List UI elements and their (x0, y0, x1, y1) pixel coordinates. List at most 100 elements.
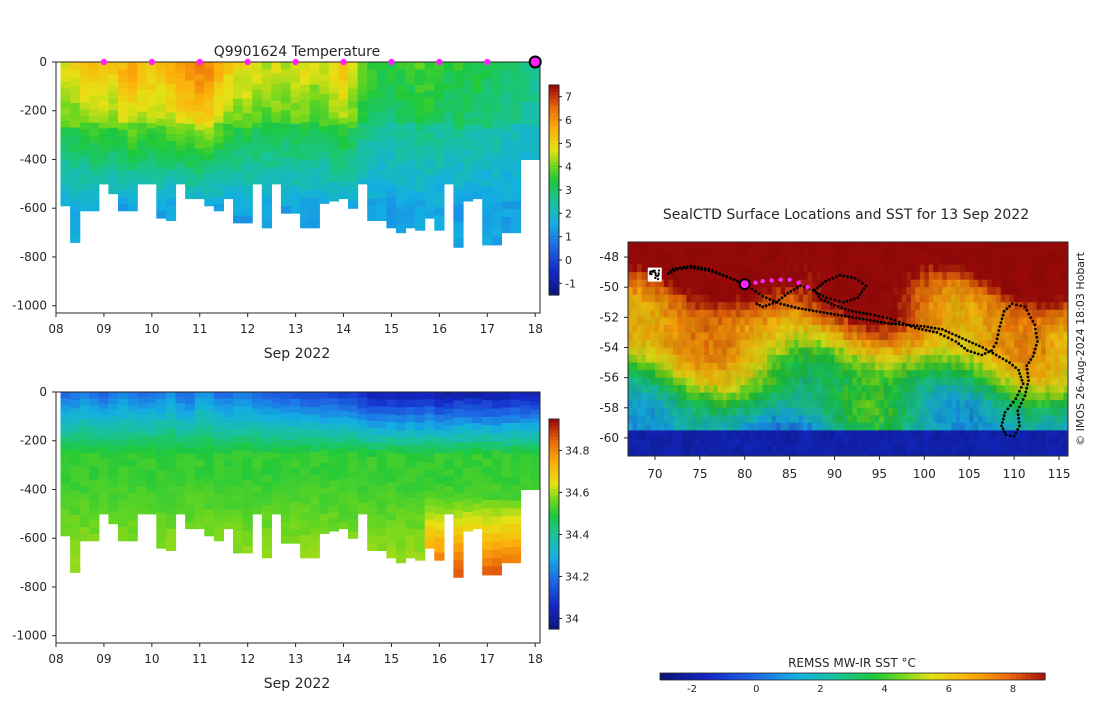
section-cell (338, 416, 349, 424)
section-cell (223, 497, 234, 505)
section-cell (309, 550, 320, 559)
section-cell (261, 69, 272, 78)
section-cell (386, 444, 397, 453)
section-cell (213, 203, 224, 212)
section-cell (453, 137, 464, 147)
section-cell (280, 89, 292, 97)
section-cell (300, 182, 311, 191)
section-cell (242, 164, 253, 173)
section-cell (261, 489, 272, 498)
section-cell (137, 464, 148, 471)
section-cell (386, 497, 397, 506)
section-cell (338, 460, 349, 467)
section-cell (386, 167, 397, 176)
section-cell (89, 62, 100, 70)
section-cell (328, 467, 339, 475)
section-cell (127, 156, 138, 164)
section-cell (127, 533, 138, 542)
section-cell (415, 399, 426, 408)
section-cell (463, 80, 474, 88)
section-cell (223, 460, 234, 467)
section-cell (118, 143, 129, 151)
section-cell (127, 183, 138, 191)
section-cell (328, 417, 339, 425)
section-cell (70, 400, 81, 409)
x-tick-label: 17 (480, 322, 495, 336)
section-cell (118, 89, 129, 97)
section-cell (108, 181, 119, 189)
section-cell (510, 516, 522, 525)
section-cell (118, 398, 129, 407)
section-cell (453, 476, 464, 486)
section-cell (530, 414, 540, 420)
section-cell (137, 73, 148, 80)
section-cell (280, 453, 292, 462)
section-cell (252, 156, 263, 163)
section-cell (98, 139, 109, 146)
section-cell (223, 80, 234, 88)
section-cell (280, 440, 292, 448)
section-cell (127, 486, 138, 494)
section-cell (79, 68, 90, 77)
section-cell (146, 458, 157, 465)
section-cell (156, 505, 167, 514)
section-cell (328, 392, 339, 399)
section-cell (395, 500, 407, 509)
section-cell (386, 452, 397, 461)
section-cell (60, 463, 71, 471)
section-cell (376, 413, 387, 422)
section-cell (185, 392, 196, 399)
section-cell (338, 124, 349, 131)
profile-column (79, 62, 90, 212)
profile-column (233, 392, 244, 554)
section-cell (472, 472, 483, 480)
section-cell (405, 520, 416, 529)
section-cell (242, 76, 253, 85)
section-cell (223, 167, 234, 175)
section-cell (156, 196, 167, 205)
section-cell (319, 437, 330, 444)
section-cell (165, 478, 177, 487)
section-cell (376, 105, 387, 113)
section-cell (395, 430, 407, 440)
section-cell (300, 197, 311, 206)
profile-column (108, 392, 119, 525)
section-cell (146, 436, 157, 443)
section-cell (348, 141, 359, 149)
section-cell (89, 513, 100, 521)
section-cell (472, 124, 483, 131)
section-cell (300, 84, 311, 93)
section-cell (309, 167, 320, 176)
section-cell (530, 137, 540, 143)
section-cell (280, 103, 292, 111)
section-cell (137, 100, 148, 107)
section-cell (520, 88, 531, 94)
section-cell (89, 392, 100, 400)
section-cell (70, 433, 81, 442)
section-cell (338, 136, 349, 144)
section-cell (328, 87, 339, 95)
y-tick-label: -1000 (12, 299, 47, 313)
section-cell (108, 404, 119, 411)
section-cell (482, 194, 493, 204)
section-cell (175, 139, 186, 146)
section-cell (357, 475, 368, 482)
section-cell (309, 542, 320, 551)
section-cell (185, 136, 196, 144)
section-cell (309, 152, 320, 161)
section-cell (434, 514, 445, 523)
section-cell (89, 102, 100, 110)
section-cell (415, 146, 426, 155)
section-cell (70, 135, 81, 145)
section-cell (194, 161, 205, 168)
section-cell (309, 197, 320, 206)
section-cell (463, 112, 474, 120)
section-cell (137, 397, 148, 404)
section-cell (434, 392, 445, 401)
section-cell (309, 512, 320, 521)
section-cell (70, 392, 81, 401)
section-cell (233, 516, 244, 525)
x-tick-label: 14 (336, 322, 351, 336)
section-cell (386, 122, 397, 131)
section-cell (213, 398, 224, 407)
